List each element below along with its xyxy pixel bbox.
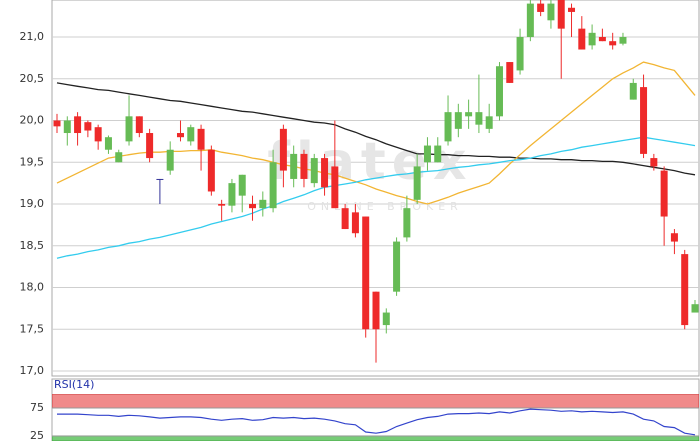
candle-body [115, 152, 123, 163]
candle-body [156, 178, 164, 180]
y-tick-label: 18,0 [20, 281, 45, 294]
rsi-title: RSI(14) [54, 378, 94, 391]
candle-body [506, 62, 514, 83]
moving-average-line [56, 61, 696, 205]
watermark: flatex [267, 132, 472, 192]
candle-body [609, 41, 617, 46]
overbought-band [52, 394, 699, 409]
watermark-sub: ONLINE BROKER [307, 200, 463, 213]
oversold-band [52, 435, 699, 441]
candle-body [279, 128, 287, 171]
candle-body [557, 0, 565, 29]
candle-body [382, 312, 390, 326]
candle-body [238, 174, 246, 196]
y-tick-label: 19,5 [20, 155, 45, 168]
candle-body [321, 158, 329, 188]
y-tick-label: 21,0 [20, 30, 45, 43]
candle-body [423, 145, 431, 163]
candle-body [259, 199, 267, 209]
candle-body [454, 112, 462, 129]
candle-body [104, 137, 112, 150]
main-plot: flatex ONLINE BROKER [52, 0, 699, 372]
candle-body [537, 3, 545, 12]
candle-body [568, 7, 576, 12]
candle-body [63, 120, 71, 134]
candle-body [125, 116, 133, 142]
candle-body [310, 158, 318, 184]
candle-body [290, 153, 298, 179]
y-tick-label: 75 [30, 401, 44, 414]
candle-body [74, 116, 82, 134]
candle-body [650, 158, 658, 167]
candle-body [516, 37, 524, 71]
candle-body [341, 208, 349, 230]
candle-body [526, 3, 534, 38]
rsi-line [57, 408, 696, 436]
moving-average-line [56, 82, 696, 176]
candle-body [629, 82, 637, 100]
candle-body [393, 241, 401, 292]
candle-body [485, 116, 493, 129]
y-tick-label: 17,0 [20, 364, 45, 377]
candle-body [362, 216, 370, 330]
candle-body [681, 254, 689, 326]
candle-body [640, 87, 648, 154]
rsi-plot-frame [51, 378, 700, 441]
candle-body [691, 304, 699, 313]
candle-body [495, 66, 503, 117]
moving-average-line [56, 136, 696, 259]
candle-body [249, 204, 257, 209]
candle-body [53, 120, 61, 127]
candle-body [331, 166, 339, 209]
y-tick-label: 18,5 [20, 239, 45, 252]
rsi-plot [52, 394, 699, 441]
labels: 17,0 17,5 18,0 18,5 19,0 19,5 20,0 20,5 21,0 21,5… [20, 0, 95, 441]
candle-body [434, 145, 442, 163]
candle-body [670, 233, 678, 242]
candle-body [187, 127, 195, 142]
candle-body [176, 133, 184, 138]
y-tick-label: 25 [30, 429, 44, 441]
candle-body [598, 37, 606, 42]
candle-body [228, 183, 236, 206]
candle-body [547, 3, 555, 21]
candle-body [218, 204, 226, 206]
candle-body [413, 166, 421, 200]
candle-body [84, 122, 92, 131]
candle-body [403, 208, 411, 238]
candle-body [465, 112, 473, 117]
y-tick-label: 20,0 [20, 114, 45, 127]
candle-body [475, 112, 483, 125]
candle-body [578, 28, 586, 50]
y-tick-label: 17,5 [20, 322, 45, 335]
candle-body [351, 212, 359, 234]
candle-body [146, 133, 154, 159]
candle-body [94, 127, 102, 142]
candle-body [207, 149, 215, 192]
candle-body [619, 37, 627, 44]
candle-body [588, 32, 596, 46]
candle-body [444, 112, 452, 142]
candle-body [135, 116, 143, 134]
candle-body [660, 170, 668, 217]
candle-body [300, 153, 308, 179]
candle-body [372, 291, 380, 330]
y-tick-label: 19,0 [20, 197, 45, 210]
y-tick-label: 21,5 [20, 0, 45, 1]
y-tick-label: 20,5 [20, 72, 45, 85]
candle-body [269, 162, 277, 209]
candle-body [197, 128, 205, 150]
candle-body [166, 149, 174, 171]
